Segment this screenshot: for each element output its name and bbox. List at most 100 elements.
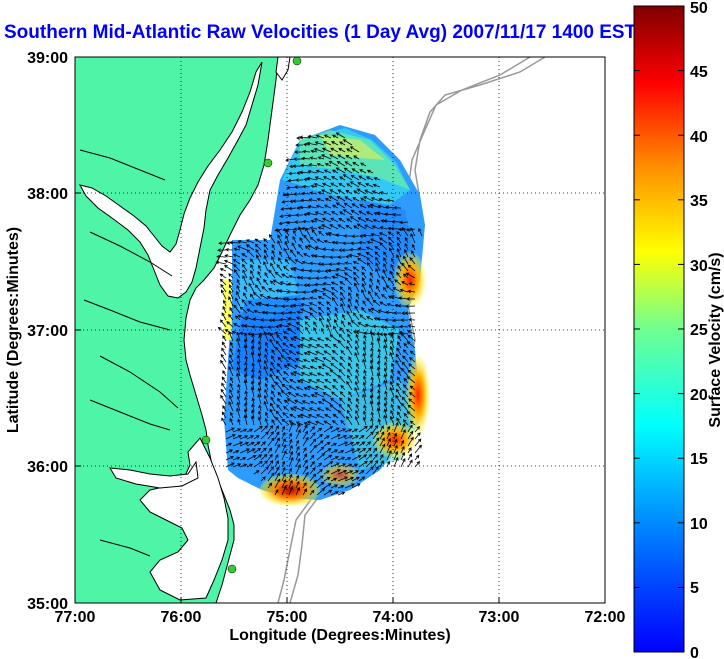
current-vector-arrow [358, 240, 367, 245]
current-vector-arrow [274, 453, 279, 461]
current-vector-arrow [302, 436, 309, 447]
current-vector-arrow [246, 249, 255, 258]
current-vector-arrow [352, 161, 360, 167]
current-vector-arrow [314, 176, 325, 181]
current-vector-arrow [339, 391, 346, 398]
current-vector-arrow [237, 348, 241, 356]
current-vector-arrow [376, 331, 381, 342]
current-vector-arrow [290, 407, 297, 412]
current-vector-arrow [246, 455, 257, 461]
current-vector-arrow [296, 251, 304, 258]
current-vector-arrow [348, 286, 353, 293]
current-vector-arrow [246, 441, 255, 447]
current-vector-arrow [281, 450, 287, 461]
current-vector-arrow [301, 191, 311, 196]
current-vector-arrow [295, 486, 300, 496]
current-vector-arrow [386, 450, 392, 461]
current-vector-arrow [309, 479, 317, 489]
current-vector-arrow [280, 311, 290, 315]
current-vector-arrow [395, 388, 402, 398]
current-vector-arrow [323, 476, 331, 482]
current-vector-arrow [268, 234, 276, 244]
current-vector-arrow [348, 253, 360, 258]
current-vector-arrow [232, 428, 242, 433]
current-vector-arrow [402, 419, 409, 426]
current-vector-arrow [363, 369, 367, 377]
current-vector-arrow [408, 356, 416, 363]
current-vector-arrow [411, 243, 416, 251]
current-vector-arrow [229, 307, 234, 314]
current-vector-arrow [237, 383, 241, 391]
current-vector-arrow [334, 306, 339, 314]
current-vector-arrow [301, 260, 311, 265]
current-vector-arrow [294, 290, 304, 294]
current-vector-arrow [396, 231, 402, 237]
current-vector-arrow [369, 277, 374, 286]
current-vector-arrow [310, 219, 318, 224]
current-vector-arrow [239, 441, 250, 447]
current-vector-arrow [274, 431, 280, 440]
current-vector-arrow [366, 169, 374, 174]
current-vector-arrow [377, 309, 388, 314]
current-vector-arrow [253, 448, 262, 454]
current-vector-arrow [369, 203, 381, 209]
current-vector-arrow [339, 286, 346, 293]
current-vector-arrow [295, 316, 304, 321]
current-vector-arrow [370, 376, 375, 384]
current-vector-arrow [377, 383, 382, 391]
current-vector-arrow [331, 176, 339, 181]
current-vector-arrow [354, 352, 360, 363]
current-vector-arrow [389, 270, 395, 279]
current-vector-arrow [239, 306, 248, 314]
current-vector-arrow [236, 407, 241, 419]
current-vector-arrow [409, 420, 416, 426]
current-vector-arrow [383, 257, 388, 265]
current-vector-arrow [347, 397, 353, 405]
current-vector-arrow [251, 362, 256, 370]
current-vector-arrow [407, 459, 413, 468]
current-vector-arrow [299, 413, 311, 419]
current-vector-arrow [378, 237, 388, 244]
current-vector-arrow [361, 266, 367, 272]
current-vector-arrow [315, 344, 325, 349]
current-vector-arrow [407, 424, 413, 433]
current-vector-arrow [265, 341, 269, 349]
current-vector-arrow [245, 239, 255, 244]
current-vector-arrow [228, 278, 234, 286]
current-vector-arrow [323, 441, 331, 447]
current-vector-arrow [403, 412, 409, 419]
current-vector-arrow [236, 360, 241, 370]
current-vector-arrow [271, 384, 276, 391]
current-vector-arrow [327, 268, 339, 273]
current-vector-arrow [366, 240, 374, 245]
current-vector-arrow [299, 378, 311, 384]
current-vector-arrow [302, 290, 311, 294]
current-vector-arrow [229, 341, 234, 349]
current-vector-arrow [326, 301, 332, 307]
current-vector-arrow [414, 438, 422, 447]
current-vector-arrow [309, 467, 316, 475]
current-vector-arrow [357, 217, 367, 223]
current-vector-arrow [221, 376, 227, 384]
current-vector-arrow [288, 171, 297, 176]
current-vector-arrow [244, 367, 248, 377]
map-title: Southern Mid-Atlantic Raw Velocities (1 … [4, 22, 637, 43]
current-vector-arrow [397, 335, 402, 342]
current-vector-arrow [383, 332, 388, 342]
current-vector-arrow [288, 479, 293, 489]
current-vector-arrow [384, 361, 388, 370]
current-vector-arrow [399, 220, 409, 225]
current-vector-arrow [354, 282, 360, 293]
current-vector-arrow [379, 460, 384, 468]
current-vector-arrow [278, 250, 283, 258]
current-vector-arrow [322, 357, 332, 363]
current-vector-arrow [398, 330, 409, 335]
current-vector-arrow [352, 271, 360, 279]
current-vector-arrow [387, 332, 395, 336]
current-vector-arrow [290, 337, 297, 342]
current-vector-arrow [342, 174, 353, 181]
current-vector-arrow [294, 399, 304, 405]
current-vector-arrow [384, 390, 388, 398]
current-vector-arrow [321, 147, 332, 153]
current-vector-arrow [301, 365, 311, 370]
